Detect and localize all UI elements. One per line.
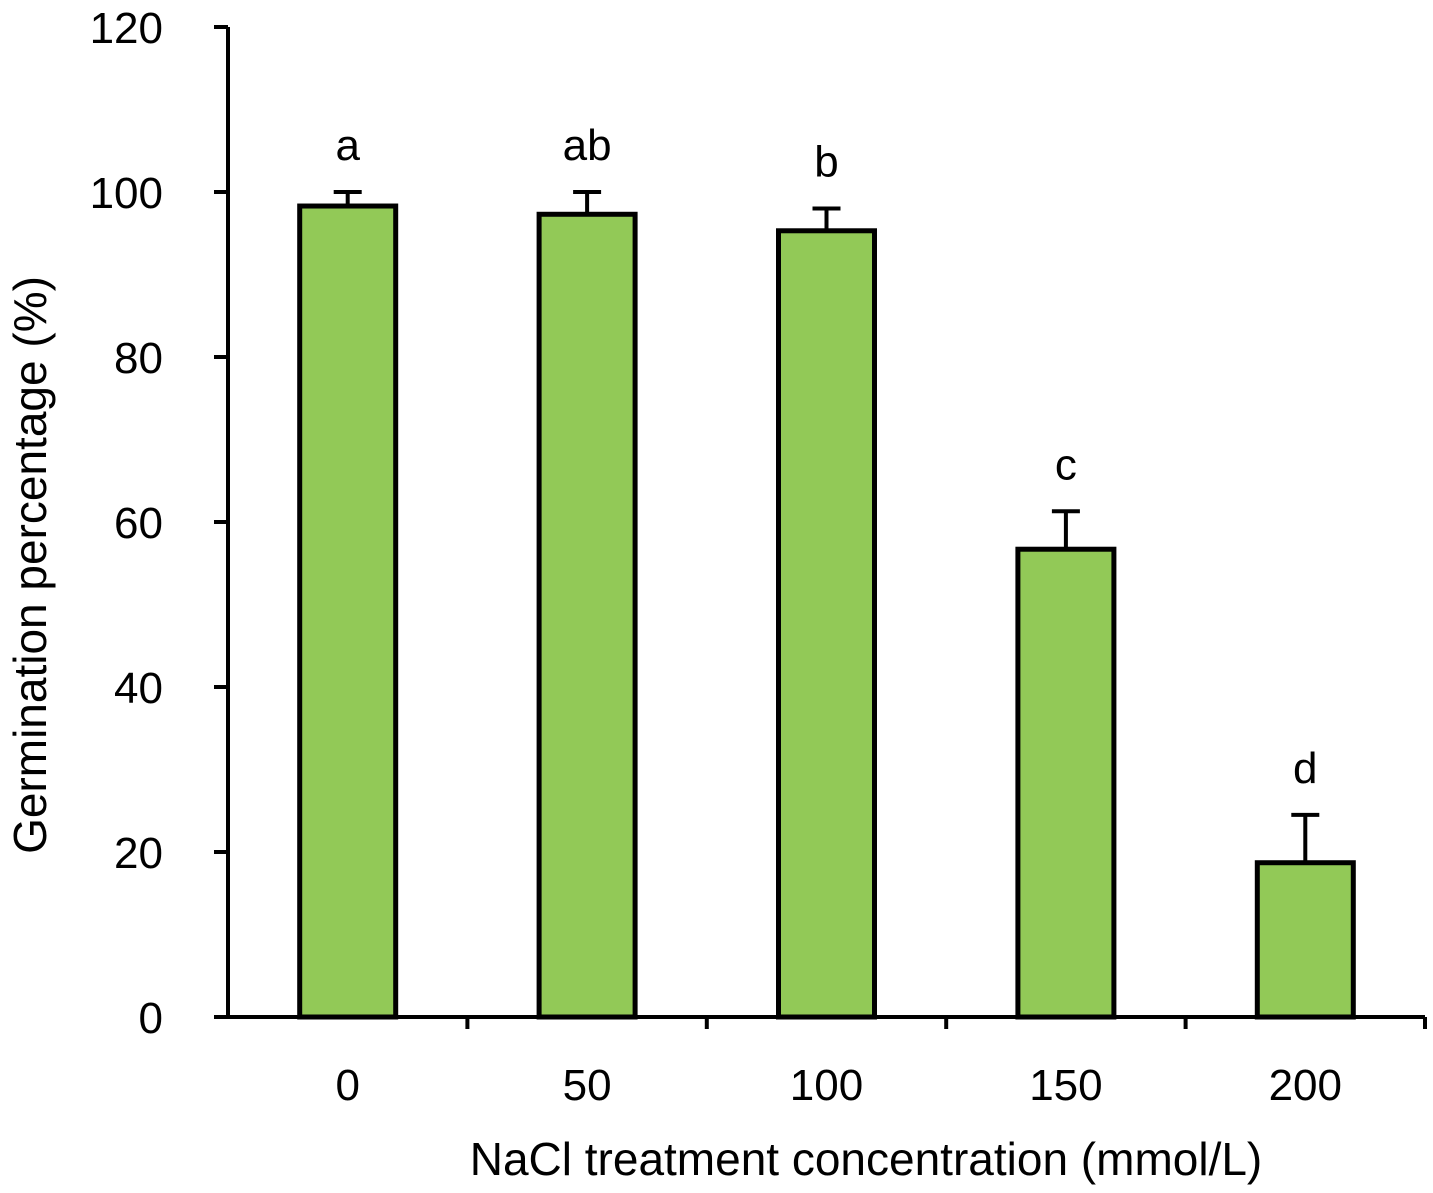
y-tick-label: 20 (114, 829, 163, 878)
x-tick-label: 200 (1269, 1061, 1342, 1110)
bars-layer (297, 203, 1356, 1020)
y-tick-label: 0 (139, 994, 163, 1043)
y-tick-label: 60 (114, 499, 163, 548)
x-tick-label: 50 (563, 1061, 612, 1110)
y-tick-label: 100 (90, 169, 163, 218)
error-bars-layer (333, 190, 1320, 863)
bar-100 (776, 228, 877, 1020)
bar-150 (1015, 546, 1117, 1020)
significance-label: c (1055, 440, 1077, 489)
significance-label: ab (563, 121, 612, 170)
x-tick-label: 100 (790, 1061, 863, 1110)
y-tick-label: 40 (114, 664, 163, 713)
x-tick-label: 0 (335, 1061, 359, 1110)
y-tick-label: 120 (90, 4, 163, 53)
y-tick-label: 80 (114, 334, 163, 383)
x-tick-label: 150 (1029, 1061, 1102, 1110)
bar-200 (1254, 860, 1356, 1020)
bar-50 (536, 211, 638, 1020)
x-axis-title: NaCl treatment concentration (mmol/L) (470, 1133, 1263, 1185)
significance-labels: a ab b c d (335, 121, 1317, 793)
significance-label: b (814, 138, 838, 187)
y-ticks: 0 20 40 60 80 100 120 (90, 4, 228, 1043)
x-ticks: 0 50 100 150 200 (335, 1017, 1427, 1110)
significance-label: d (1293, 744, 1317, 793)
significance-label: a (335, 121, 360, 170)
y-axis-title: Germination percentage (%) (4, 276, 56, 854)
bar-0 (297, 203, 399, 1020)
